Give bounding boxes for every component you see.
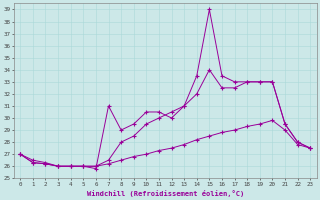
X-axis label: Windchill (Refroidissement éolien,°C): Windchill (Refroidissement éolien,°C) (87, 190, 244, 197)
